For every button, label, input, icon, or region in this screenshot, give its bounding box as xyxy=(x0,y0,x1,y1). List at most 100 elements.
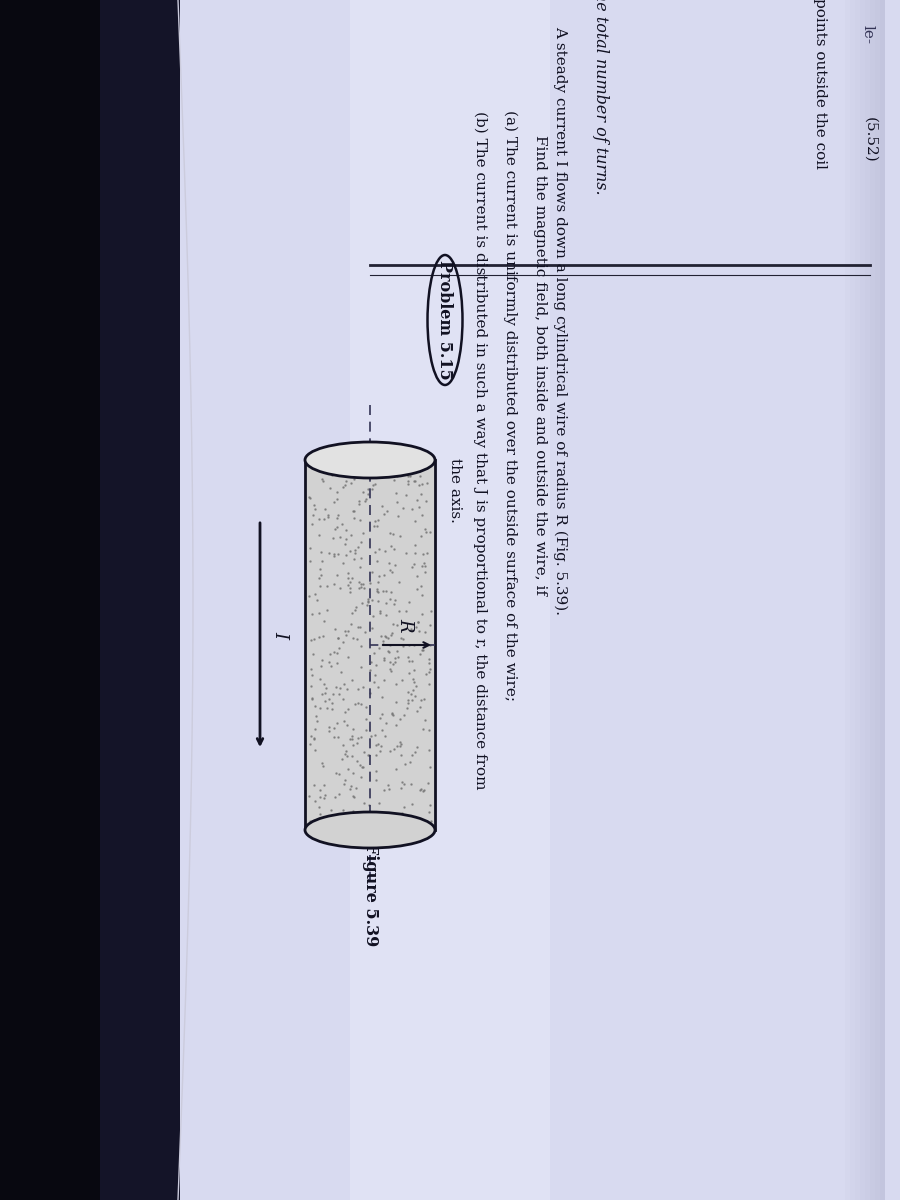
Point xyxy=(312,510,327,529)
Point xyxy=(325,466,339,485)
Ellipse shape xyxy=(305,442,435,478)
Point xyxy=(363,574,377,593)
Point xyxy=(392,572,407,592)
Point xyxy=(338,475,353,494)
Point xyxy=(330,505,345,524)
Point xyxy=(381,628,395,647)
Point xyxy=(368,511,382,530)
Point xyxy=(424,601,438,620)
Point xyxy=(378,713,392,732)
Point xyxy=(364,726,379,745)
Point xyxy=(387,456,401,475)
Point xyxy=(302,811,317,830)
Bar xyxy=(850,0,855,1200)
Point xyxy=(317,611,331,630)
Point xyxy=(353,756,367,775)
Point xyxy=(369,736,383,755)
Text: (a) The current is uniformly distributed over the outside surface of the wire;: (a) The current is uniformly distributed… xyxy=(503,109,517,701)
Point xyxy=(405,670,419,689)
Point xyxy=(302,734,317,754)
Point xyxy=(329,508,344,527)
Point xyxy=(404,684,419,703)
Point xyxy=(366,672,381,691)
Point xyxy=(316,472,330,491)
Point xyxy=(407,636,421,655)
Point xyxy=(370,582,384,601)
Point xyxy=(396,630,410,649)
Point xyxy=(322,544,337,563)
Point xyxy=(331,806,346,826)
Point xyxy=(362,745,376,764)
Point xyxy=(404,557,419,576)
Point xyxy=(307,496,321,515)
Point xyxy=(313,804,328,823)
Point xyxy=(389,715,403,734)
Point xyxy=(332,528,347,547)
Point xyxy=(332,685,347,704)
Point xyxy=(346,802,360,821)
Text: (b) The current is distributed in such a way that J is proportional to r, the di: (b) The current is distributed in such a… xyxy=(472,110,487,790)
Point xyxy=(312,628,327,647)
Point xyxy=(304,630,319,649)
Point xyxy=(408,686,422,706)
Point xyxy=(331,545,346,564)
Point xyxy=(350,538,365,557)
Point xyxy=(400,698,415,718)
Point xyxy=(340,622,355,641)
Point xyxy=(378,541,392,560)
Point xyxy=(403,466,418,485)
Point xyxy=(336,632,350,652)
Point xyxy=(312,798,327,817)
Point xyxy=(376,504,391,523)
Point xyxy=(318,785,332,804)
Point xyxy=(372,638,386,658)
Point xyxy=(327,547,341,566)
Point xyxy=(396,498,410,517)
Point xyxy=(371,582,385,601)
Point xyxy=(348,694,363,713)
Point xyxy=(340,575,355,594)
Point xyxy=(392,601,406,620)
Point xyxy=(302,786,317,805)
Point xyxy=(318,499,332,518)
Point xyxy=(313,781,328,800)
Point xyxy=(350,751,365,770)
Point xyxy=(353,510,367,529)
Point xyxy=(413,697,428,716)
Point xyxy=(422,635,436,654)
Point xyxy=(375,581,390,600)
Point xyxy=(373,742,387,761)
Point xyxy=(415,586,429,605)
Point xyxy=(358,697,373,716)
Point xyxy=(331,764,346,784)
Point xyxy=(408,544,422,563)
Point xyxy=(330,517,345,536)
Point xyxy=(324,800,338,820)
Point xyxy=(358,622,373,641)
Point xyxy=(354,575,368,594)
Point xyxy=(347,600,362,619)
Point xyxy=(419,544,434,563)
Point xyxy=(418,557,433,576)
Point xyxy=(366,643,381,662)
Point xyxy=(359,595,374,614)
Point xyxy=(405,794,419,814)
Point xyxy=(421,740,436,760)
Bar xyxy=(100,0,180,1200)
Point xyxy=(371,572,385,592)
Point xyxy=(386,594,400,613)
Point xyxy=(353,557,367,576)
Point xyxy=(400,648,415,667)
Point xyxy=(368,458,382,478)
Point xyxy=(355,727,369,746)
Point xyxy=(376,635,391,654)
Point xyxy=(414,484,428,503)
Point xyxy=(372,540,386,559)
Point xyxy=(356,482,370,502)
Point xyxy=(346,469,361,488)
Point xyxy=(361,593,375,612)
Point xyxy=(325,700,339,719)
Point xyxy=(411,612,426,631)
Point xyxy=(302,487,317,506)
Point xyxy=(409,742,423,761)
